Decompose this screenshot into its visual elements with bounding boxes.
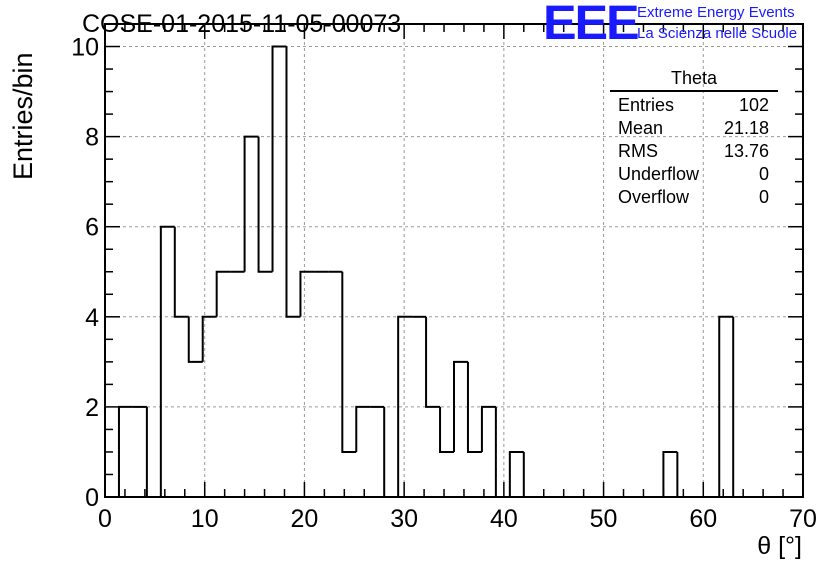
stats-label: Mean <box>618 118 664 138</box>
histogram-bin <box>676 451 692 498</box>
x-tick-label: 60 <box>689 505 717 533</box>
y-tick-label: 0 <box>85 484 99 512</box>
plot-frame <box>104 23 804 498</box>
histogram-bin <box>522 451 538 498</box>
histogram-bin <box>494 406 510 498</box>
stats-row: Mean 21.18 <box>610 117 778 140</box>
x-tick-label: 0 <box>98 505 112 533</box>
stats-value: 13.76 <box>723 141 769 161</box>
histogram-bin <box>508 450 524 497</box>
histogram-bin <box>117 405 133 497</box>
stats-value: 21.18 <box>723 118 769 138</box>
x-tick-label: 50 <box>590 505 618 533</box>
stats-label: Overflow <box>618 187 690 207</box>
x-tick-label: 10 <box>191 505 219 533</box>
y-tick-label: 4 <box>85 304 99 332</box>
histogram-bin <box>159 225 175 497</box>
stats-box: Theta Entries 102 Mean 21.18 RMS 13.76 Unde… <box>610 67 778 209</box>
brand-line-1: Extreme Energy Events <box>637 4 795 21</box>
histogram-bin <box>718 315 734 497</box>
histogram-bin <box>243 135 259 272</box>
y-tick-label: 8 <box>85 124 99 152</box>
histogram-bin <box>383 406 399 498</box>
stats-label: Underflow <box>618 164 700 184</box>
histogram-bin <box>466 361 482 453</box>
stats-label: RMS <box>618 141 658 161</box>
x-tick-label: 20 <box>291 505 319 533</box>
histogram-bin <box>453 360 468 452</box>
x-tick-label: 30 <box>390 505 418 533</box>
stats-row: Underflow 0 <box>610 163 778 186</box>
stats-title: Theta <box>610 67 778 92</box>
histogram-bin <box>662 450 678 497</box>
y-tick-label: 2 <box>85 394 99 422</box>
x-tick-label: 70 <box>789 505 817 533</box>
histogram-bin <box>271 45 287 272</box>
chart-title: COSE-01-2015-11-05-00073 <box>82 10 402 38</box>
stats-value: 102 <box>738 95 769 115</box>
stats-value: 0 <box>758 187 769 207</box>
histogram-bin <box>285 46 301 318</box>
x-axis-label: θ [°] <box>757 532 802 560</box>
histogram-bin <box>145 406 161 498</box>
eee-logo: EEE <box>543 0 640 50</box>
histogram-bin <box>299 270 315 317</box>
y-tick-label: 10 <box>71 34 99 62</box>
histogram-bin <box>341 271 357 453</box>
histogram-bin <box>397 315 413 497</box>
histogram-bin <box>173 226 189 318</box>
y-tick-label: 6 <box>85 214 99 242</box>
stats-row: Overflow 0 <box>610 186 778 209</box>
histogram-bin <box>355 405 371 452</box>
brand-line-2: La Scienza nelle Scuole <box>637 25 798 42</box>
stats-label: Entries <box>618 95 675 115</box>
stats-row: Entries 102 <box>610 94 778 117</box>
histogram-bin <box>480 405 496 452</box>
histogram-bin <box>201 315 217 362</box>
y-axis-label: Entries/bin <box>8 52 38 180</box>
histogram-bin <box>215 270 231 317</box>
histogram-bin <box>187 316 203 363</box>
histogram-bin <box>439 406 454 453</box>
histogram-bin <box>257 136 273 273</box>
stats-row: RMS 13.76 <box>610 140 778 163</box>
x-tick-label: 40 <box>490 505 518 533</box>
stats-value: 0 <box>758 164 769 184</box>
histogram-bin <box>425 316 441 408</box>
